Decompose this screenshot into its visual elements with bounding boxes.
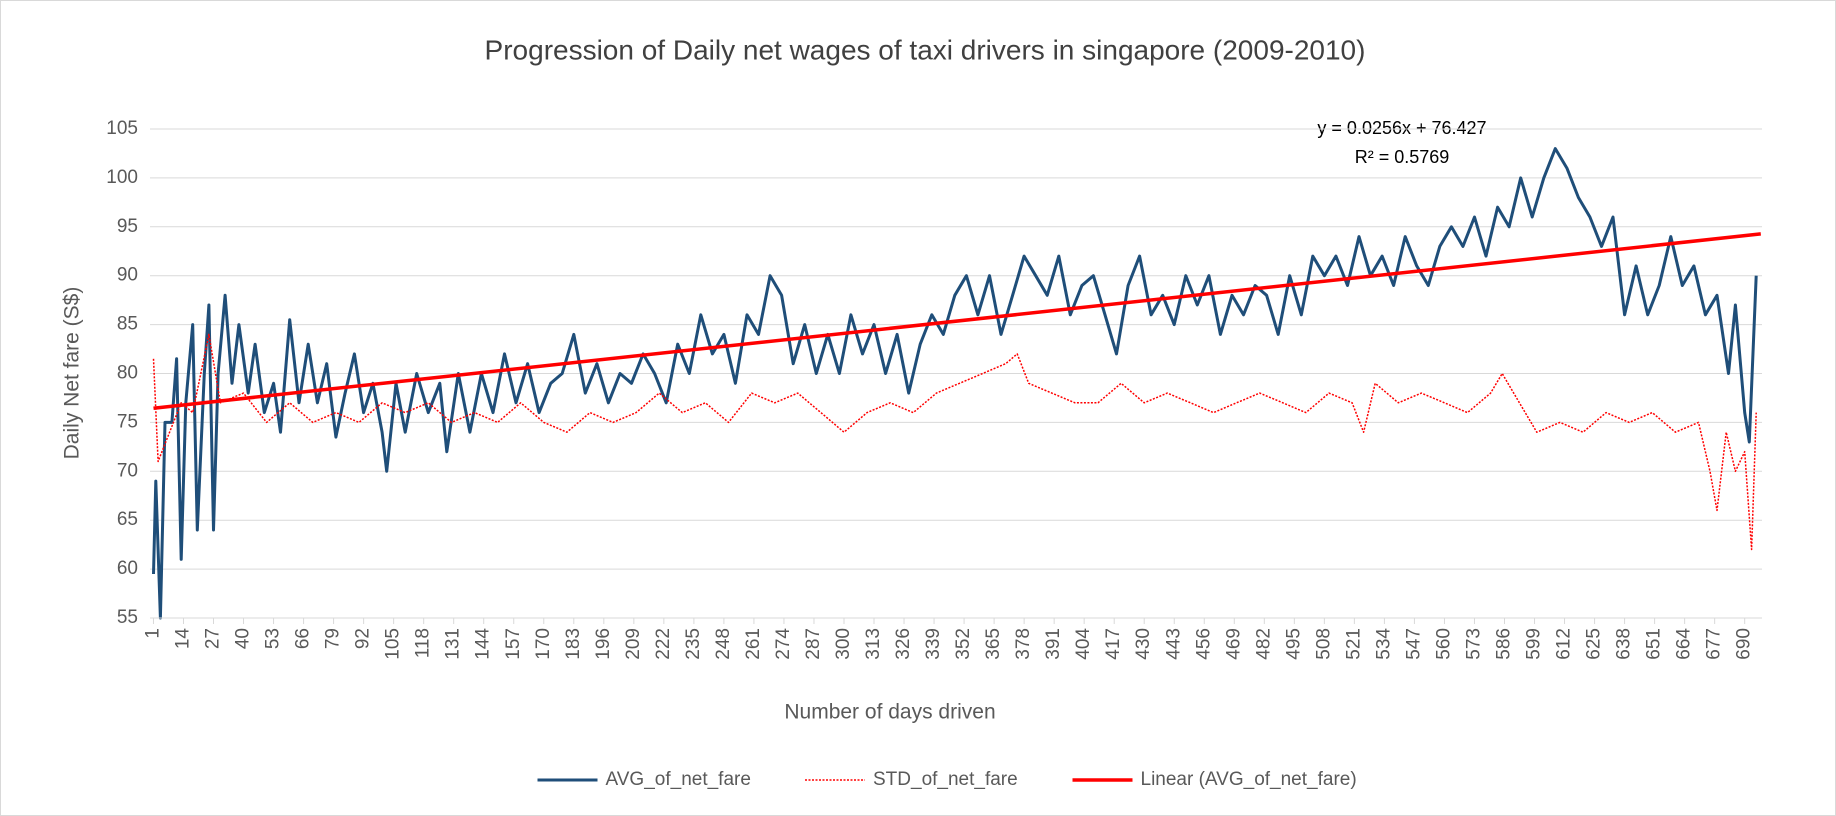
legend-label: AVG_of_net_fare (606, 769, 751, 790)
x-tick-label: 157 (503, 628, 524, 660)
y-tick-label: 55 (117, 607, 138, 628)
x-tick-label: 417 (1103, 628, 1124, 660)
x-tick-label: 92 (353, 628, 374, 649)
x-axis-title: Number of days driven (784, 701, 995, 724)
x-tick-label: 482 (1253, 628, 1274, 660)
x-tick-label: 677 (1704, 628, 1725, 660)
y-tick-label: 65 (117, 509, 138, 530)
x-tick-label: 495 (1283, 628, 1304, 660)
series-line (152, 147, 1758, 620)
y-axis-title: Daily Net fare (S$) (61, 287, 84, 460)
x-tick-label: 469 (1223, 628, 1244, 660)
y-tick-label: 70 (117, 460, 138, 481)
x-tick-label: 274 (773, 628, 794, 660)
x-tick-label: 313 (863, 628, 884, 660)
x-tick-label: 664 (1674, 628, 1695, 660)
x-tick-label: 66 (293, 628, 314, 649)
x-tick-label: 248 (713, 628, 734, 660)
x-tick-label: 79 (323, 628, 344, 649)
x-tick-label: 430 (1133, 628, 1154, 660)
x-tick-label: 222 (653, 628, 674, 660)
x-tick-label: 547 (1403, 628, 1424, 660)
trend-r-squared: R² = 0.5769 (1355, 147, 1450, 167)
x-tick-label: 352 (953, 628, 974, 660)
x-tick-label: 586 (1494, 628, 1515, 660)
y-tick-label: 100 (106, 167, 138, 188)
x-tick-label: 365 (983, 628, 1004, 660)
x-tick-label: 560 (1433, 628, 1454, 660)
x-tick-label: 118 (413, 628, 434, 658)
x-tick-label: 612 (1554, 628, 1575, 660)
x-tick-label: 196 (593, 628, 614, 660)
x-tick-label: 105 (383, 628, 404, 660)
x-tick-label: 1 (142, 628, 163, 639)
x-tick-label: 261 (743, 628, 764, 660)
x-tick-label: 521 (1343, 628, 1364, 660)
x-tick-label: 235 (683, 628, 704, 660)
series-line (153, 232, 1761, 410)
y-tick-label: 90 (117, 265, 138, 286)
x-tick-label: 53 (263, 628, 284, 649)
x-tick-label: 638 (1614, 628, 1635, 660)
x-tick-label: 378 (1013, 628, 1034, 660)
x-tick-label: 443 (1163, 628, 1184, 660)
x-tick-label: 27 (203, 628, 224, 649)
chart-title: Progression of Daily net wages of taxi d… (485, 34, 1366, 65)
series-line (152, 333, 1757, 551)
legend-label: Linear (AVG_of_net_fare) (1141, 769, 1357, 790)
x-tick-label: 599 (1524, 628, 1545, 660)
x-tick-label: 508 (1313, 628, 1334, 660)
x-tick-label: 573 (1463, 628, 1484, 660)
y-tick-label: 85 (117, 314, 138, 335)
x-tick-label: 300 (833, 628, 854, 660)
x-tick-label: 144 (473, 628, 494, 660)
trend-equation: y = 0.0256x + 76.427 (1317, 118, 1486, 138)
y-tick-label: 95 (117, 216, 138, 237)
y-tick-label: 75 (117, 411, 138, 432)
x-tick-label: 209 (623, 628, 644, 660)
x-tick-label: 339 (923, 628, 944, 660)
x-tick-label: 287 (803, 628, 824, 660)
x-tick-label: 326 (893, 628, 914, 660)
x-tick-label: 651 (1644, 628, 1665, 660)
y-tick-label: 60 (117, 558, 138, 579)
legend-label: STD_of_net_fare (873, 769, 1018, 790)
x-tick-label: 404 (1073, 628, 1094, 660)
y-tick-label: 105 (106, 118, 138, 139)
x-tick-label: 391 (1043, 628, 1064, 660)
x-tick-label: 456 (1193, 628, 1214, 660)
x-tick-label: 40 (233, 628, 254, 649)
x-tick-label: 625 (1584, 628, 1605, 660)
x-tick-label: 14 (173, 628, 194, 650)
x-tick-label: 170 (533, 628, 554, 660)
y-tick-label: 80 (117, 363, 138, 384)
x-tick-label: 534 (1373, 628, 1394, 660)
x-tick-label: 690 (1734, 628, 1755, 660)
x-tick-label: 183 (563, 628, 584, 660)
x-tick-label: 131 (443, 628, 464, 660)
